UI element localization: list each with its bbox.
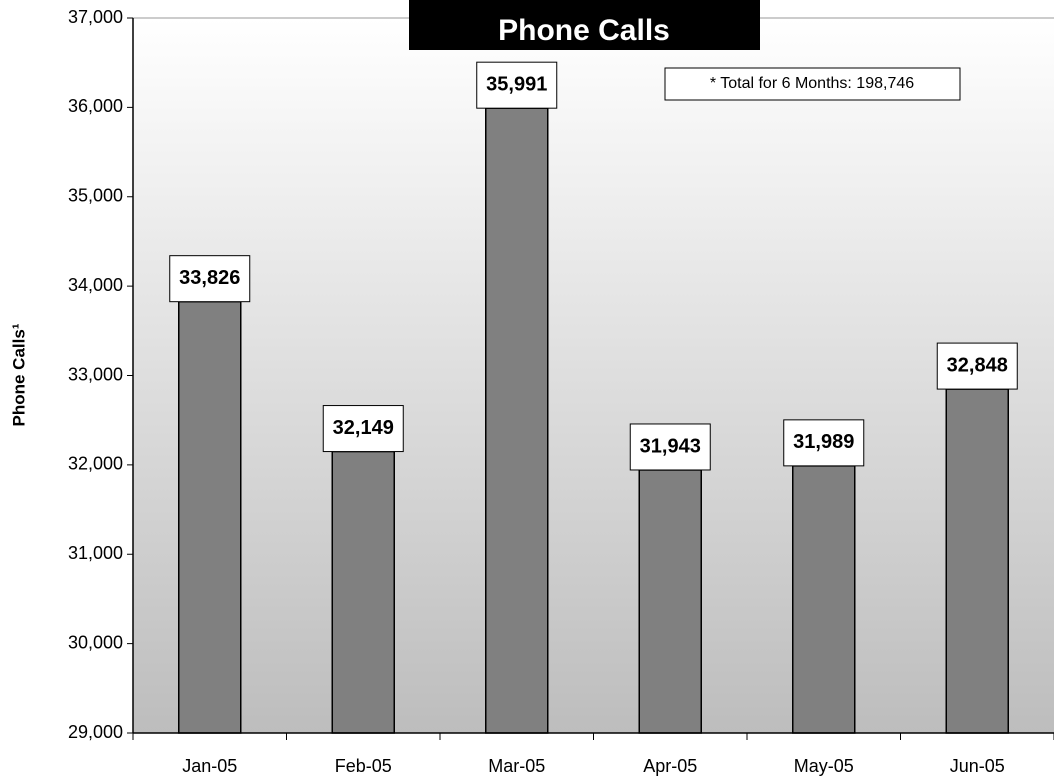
y-tick-label: 36,000 — [68, 96, 123, 116]
x-tick-label: May-05 — [794, 756, 854, 776]
value-label: 31,989 — [793, 431, 854, 453]
x-tick-label: Apr-05 — [643, 756, 697, 776]
value-label-box — [322, 405, 404, 453]
bar — [178, 300, 242, 734]
value-label: 31,943 — [640, 435, 701, 457]
value-label: 33,826 — [179, 267, 240, 289]
y-axis-label: Phone Calls¹ — [9, 323, 28, 426]
y-tick-label: 29,000 — [68, 722, 123, 742]
value-label-box — [169, 255, 251, 303]
value-label-box — [629, 423, 711, 471]
value-label-box — [476, 61, 558, 109]
plot-area — [133, 18, 1054, 733]
x-tick-label: Jan-05 — [182, 756, 237, 776]
bar — [945, 388, 1009, 734]
x-tick-label: Feb-05 — [335, 756, 392, 776]
x-tick-label: Jun-05 — [950, 756, 1005, 776]
y-tick-label: 33,000 — [68, 364, 123, 384]
y-tick-label: 35,000 — [68, 186, 123, 206]
y-tick-label: 37,000 — [68, 7, 123, 27]
bar — [638, 469, 702, 734]
y-tick-label: 34,000 — [68, 275, 123, 295]
y-tick-label: 30,000 — [68, 632, 123, 652]
annotation: * Total for 6 Months: 198,746 — [710, 75, 914, 92]
title-box — [409, 0, 760, 50]
y-tick-label: 32,000 — [68, 454, 123, 474]
x-tick-label: Mar-05 — [488, 756, 545, 776]
bar — [331, 450, 395, 734]
value-label: 35,991 — [486, 73, 547, 95]
annotation-box — [664, 67, 961, 101]
value-label: 32,848 — [947, 354, 1008, 376]
value-label-box — [936, 342, 1018, 390]
bar — [792, 465, 856, 734]
chart-title: Phone Calls — [498, 14, 670, 47]
value-label-box — [783, 419, 865, 467]
bar — [485, 107, 549, 734]
y-tick-label: 31,000 — [68, 543, 123, 563]
value-label: 32,149 — [333, 417, 394, 439]
